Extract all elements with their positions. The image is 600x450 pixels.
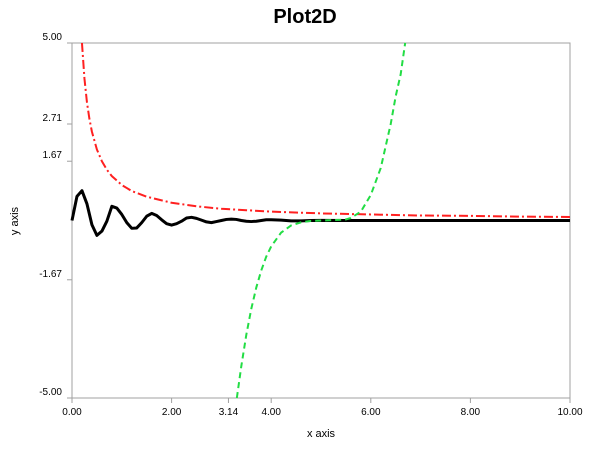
x-tick-label: 10.00 — [557, 407, 582, 418]
x-axis-ticks: 0.00 2.00 3.14 4.00 6.00 8.00 10.00 — [62, 398, 583, 418]
chart-title: Plot2D — [273, 6, 336, 28]
series-layer — [70, 42, 571, 399]
x-tick-label: 4.00 — [261, 407, 281, 418]
series-line-2 — [80, 42, 571, 218]
x-tick-label: 2.00 — [162, 407, 182, 418]
y-tick-label: 2.71 — [43, 113, 63, 124]
y-tick-label: -5.00 — [39, 387, 62, 398]
y-tick-label: 1.67 — [43, 150, 63, 161]
x-tick-label: 3.14 — [219, 407, 239, 418]
x-tick-label: 8.00 — [461, 407, 481, 418]
y-axis-ticks: 5.00 2.71 1.67 -1.67 -5.00 — [39, 32, 72, 399]
x-tick-label: 6.00 — [361, 407, 381, 418]
x-tick-label: 0.00 — [62, 407, 82, 418]
x-axis-label: x axis — [307, 428, 336, 440]
y-axis-label: y axis — [9, 206, 21, 235]
y-tick-label: -1.67 — [39, 269, 62, 280]
series-line-1 — [70, 189, 570, 237]
y-tick-label: 5.00 — [43, 32, 63, 43]
series-line-3 — [235, 42, 407, 399]
